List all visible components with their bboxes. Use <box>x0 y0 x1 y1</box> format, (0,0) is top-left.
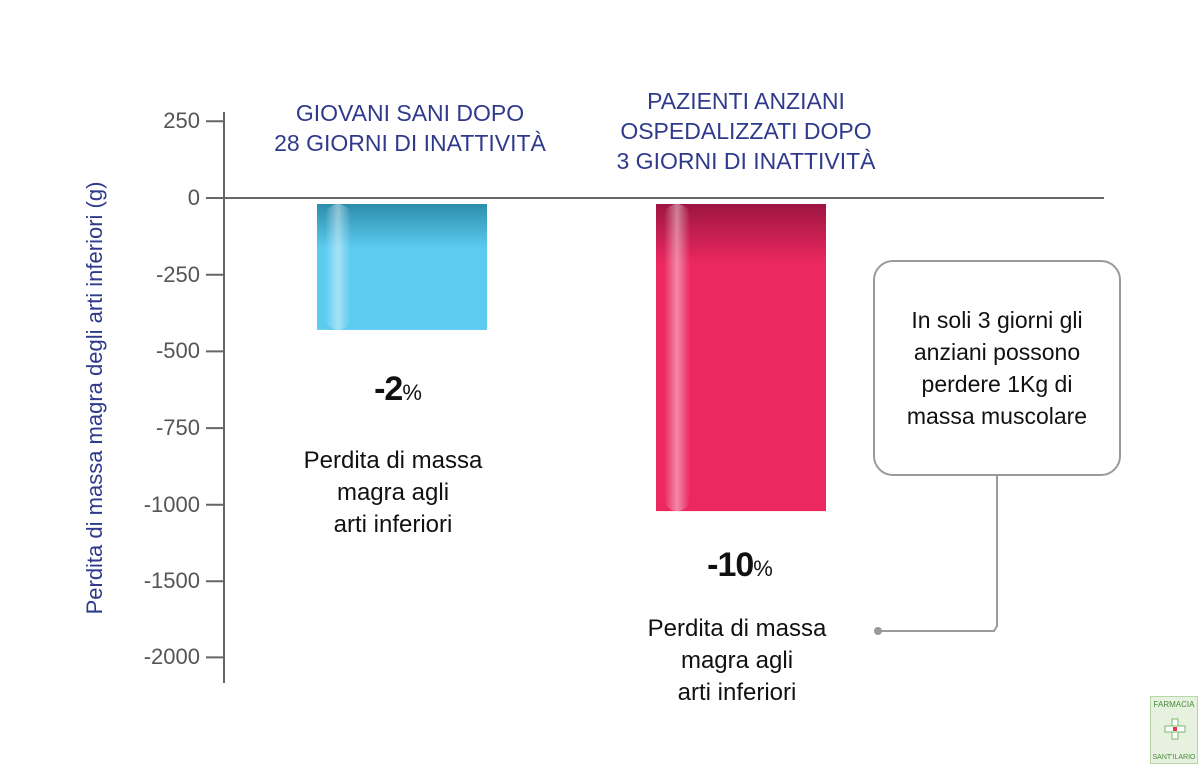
callout-connector-dot <box>874 627 882 635</box>
percent-label-young: -2% <box>374 370 422 409</box>
pharmacy-cross-icon <box>1164 718 1186 740</box>
logo-bottom-text: SANT'ILARIO <box>1152 754 1196 761</box>
y-tick-label: -250 <box>155 261 200 287</box>
y-tick-label: -1500 <box>143 568 200 594</box>
callout-box: In soli 3 giorni gli anziani possono per… <box>873 260 1121 476</box>
y-axis-label: Perdita di massa magra degli arti inferi… <box>82 181 107 615</box>
logo-top-text: FARMACIA <box>1153 700 1195 709</box>
percent-label-elderly: -10% <box>707 546 773 585</box>
bar-gloss-0 <box>325 204 351 330</box>
percent-value: -10 <box>707 546 754 584</box>
pharmacy-logo: FARMACIA SANT'ILARIO <box>1150 696 1198 764</box>
category-title-young: GIOVANI SANI DOPO 28 GIORNI DI INATTIVIT… <box>274 100 546 156</box>
description-young: Perdita di massa magra agli arti inferio… <box>303 447 483 538</box>
y-tick-label: 0 <box>187 185 200 210</box>
percent-symbol: % <box>402 380 422 405</box>
percent-value: -2 <box>374 370 403 408</box>
y-tick-label: -1000 <box>143 491 200 517</box>
callout-connector <box>878 476 998 632</box>
percent-symbol: % <box>753 556 773 581</box>
y-tick-label: 250 <box>163 108 200 134</box>
y-tick-label: -750 <box>155 415 200 441</box>
y-tick-label: -500 <box>155 338 200 364</box>
category-title-elderly: PAZIENTI ANZIANI OSPEDALIZZATI DOPO 3 GI… <box>616 88 876 174</box>
bar-gloss-1 <box>664 204 690 512</box>
description-elderly: Perdita di massa magra agli arti inferio… <box>647 615 827 706</box>
y-tick-label: -2000 <box>143 644 200 670</box>
